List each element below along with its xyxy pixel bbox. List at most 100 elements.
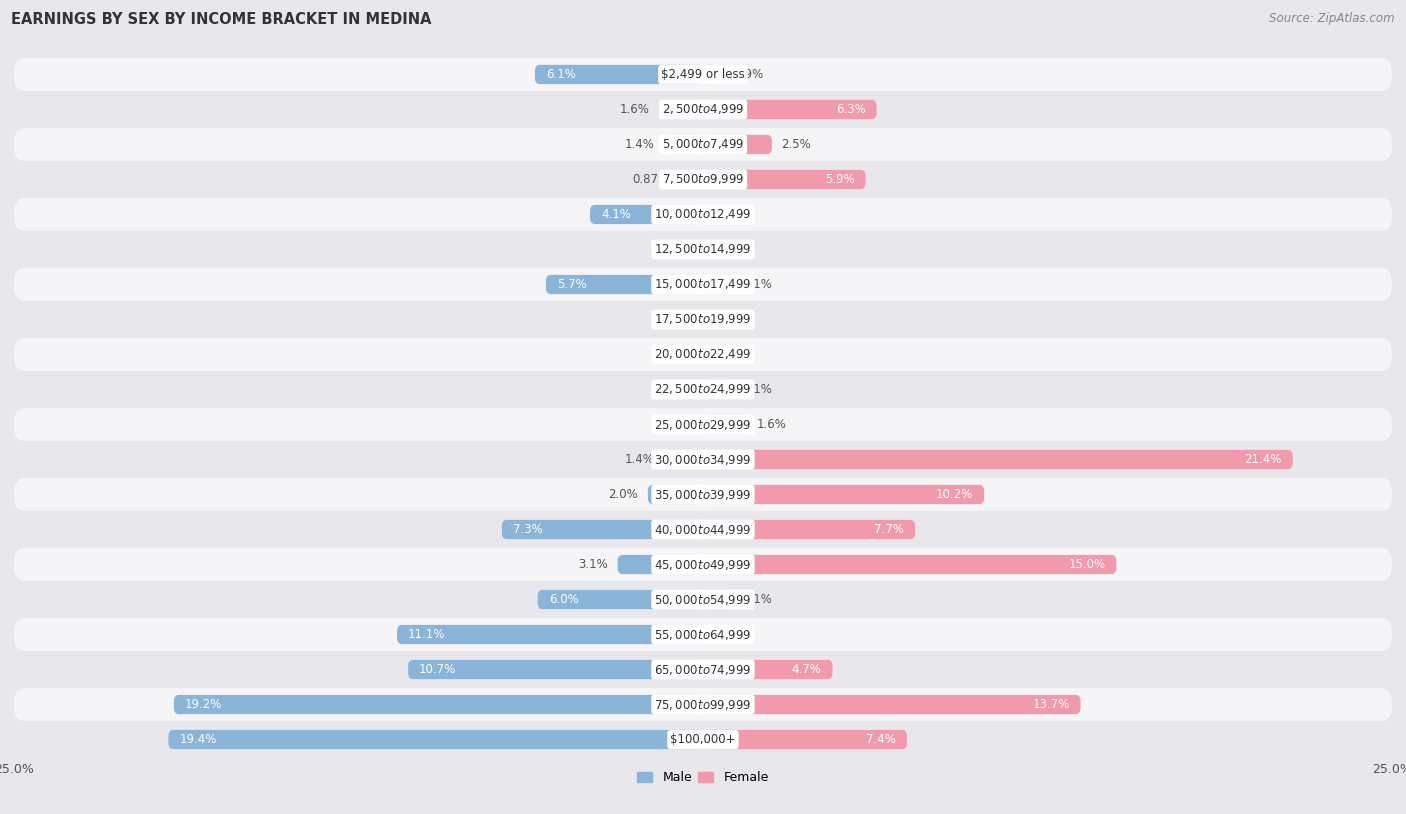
FancyBboxPatch shape xyxy=(703,555,1116,574)
Text: $55,000 to $64,999: $55,000 to $64,999 xyxy=(654,628,752,641)
FancyBboxPatch shape xyxy=(703,135,772,154)
Text: 7.3%: 7.3% xyxy=(513,523,543,536)
FancyBboxPatch shape xyxy=(648,485,703,504)
FancyBboxPatch shape xyxy=(14,548,1392,581)
FancyBboxPatch shape xyxy=(546,275,703,294)
Text: 0.0%: 0.0% xyxy=(713,628,742,641)
Text: 0.0%: 0.0% xyxy=(713,313,742,326)
Text: $12,500 to $14,999: $12,500 to $14,999 xyxy=(654,243,752,256)
Text: 21.4%: 21.4% xyxy=(1244,453,1282,466)
Text: 1.4%: 1.4% xyxy=(624,453,655,466)
Text: 0.0%: 0.0% xyxy=(664,243,693,256)
FancyBboxPatch shape xyxy=(14,268,1392,301)
FancyBboxPatch shape xyxy=(703,485,984,504)
FancyBboxPatch shape xyxy=(14,233,1392,266)
FancyBboxPatch shape xyxy=(679,170,703,189)
Text: 0.0%: 0.0% xyxy=(664,418,693,431)
FancyBboxPatch shape xyxy=(703,695,1081,714)
Text: $2,499 or less: $2,499 or less xyxy=(661,68,745,81)
Text: 0.0%: 0.0% xyxy=(713,348,742,361)
FancyBboxPatch shape xyxy=(14,58,1392,91)
FancyBboxPatch shape xyxy=(14,443,1392,476)
Text: EARNINGS BY SEX BY INCOME BRACKET IN MEDINA: EARNINGS BY SEX BY INCOME BRACKET IN MED… xyxy=(11,12,432,27)
Text: $65,000 to $74,999: $65,000 to $74,999 xyxy=(654,663,752,676)
FancyBboxPatch shape xyxy=(703,170,866,189)
Text: 4.7%: 4.7% xyxy=(792,663,821,676)
FancyBboxPatch shape xyxy=(534,65,703,84)
Text: 13.7%: 13.7% xyxy=(1032,698,1070,711)
FancyBboxPatch shape xyxy=(408,660,703,679)
Text: 7.7%: 7.7% xyxy=(875,523,904,536)
FancyBboxPatch shape xyxy=(396,625,703,644)
Text: $100,000+: $100,000+ xyxy=(671,733,735,746)
Text: 1.1%: 1.1% xyxy=(742,593,773,606)
Text: 10.2%: 10.2% xyxy=(936,488,973,501)
Text: 3.1%: 3.1% xyxy=(578,558,607,571)
Text: $20,000 to $22,499: $20,000 to $22,499 xyxy=(654,348,752,361)
Text: $30,000 to $34,999: $30,000 to $34,999 xyxy=(654,453,752,466)
FancyBboxPatch shape xyxy=(703,380,734,399)
Text: 1.6%: 1.6% xyxy=(620,103,650,116)
FancyBboxPatch shape xyxy=(14,373,1392,406)
Text: 6.0%: 6.0% xyxy=(548,593,578,606)
FancyBboxPatch shape xyxy=(703,660,832,679)
Text: 11.1%: 11.1% xyxy=(408,628,446,641)
Text: $22,500 to $24,999: $22,500 to $24,999 xyxy=(654,383,752,396)
Text: 15.0%: 15.0% xyxy=(1069,558,1105,571)
FancyBboxPatch shape xyxy=(169,730,703,749)
FancyBboxPatch shape xyxy=(14,93,1392,126)
Text: 10.7%: 10.7% xyxy=(419,663,457,676)
Text: 6.1%: 6.1% xyxy=(546,68,576,81)
Text: 2.0%: 2.0% xyxy=(609,488,638,501)
FancyBboxPatch shape xyxy=(617,555,703,574)
FancyBboxPatch shape xyxy=(537,590,703,609)
FancyBboxPatch shape xyxy=(703,100,876,119)
Text: $75,000 to $99,999: $75,000 to $99,999 xyxy=(654,698,752,711)
FancyBboxPatch shape xyxy=(14,618,1392,651)
Text: 2.5%: 2.5% xyxy=(782,138,811,151)
FancyBboxPatch shape xyxy=(14,128,1392,161)
FancyBboxPatch shape xyxy=(14,338,1392,371)
FancyBboxPatch shape xyxy=(14,478,1392,511)
FancyBboxPatch shape xyxy=(14,688,1392,721)
Text: 1.1%: 1.1% xyxy=(742,383,773,396)
Text: 0.87%: 0.87% xyxy=(633,173,669,186)
Text: 0.0%: 0.0% xyxy=(713,208,742,221)
FancyBboxPatch shape xyxy=(703,730,907,749)
FancyBboxPatch shape xyxy=(703,450,1292,469)
FancyBboxPatch shape xyxy=(14,303,1392,336)
Text: 0.0%: 0.0% xyxy=(664,383,693,396)
FancyBboxPatch shape xyxy=(14,583,1392,616)
FancyBboxPatch shape xyxy=(14,513,1392,546)
FancyBboxPatch shape xyxy=(665,450,703,469)
FancyBboxPatch shape xyxy=(502,520,703,539)
FancyBboxPatch shape xyxy=(14,163,1392,196)
Text: 5.9%: 5.9% xyxy=(825,173,855,186)
Text: 0.0%: 0.0% xyxy=(664,348,693,361)
Text: 7.4%: 7.4% xyxy=(866,733,896,746)
FancyBboxPatch shape xyxy=(174,695,703,714)
Text: 5.7%: 5.7% xyxy=(557,278,586,291)
Text: 19.4%: 19.4% xyxy=(180,733,217,746)
Text: 0.0%: 0.0% xyxy=(713,243,742,256)
Text: $50,000 to $54,999: $50,000 to $54,999 xyxy=(654,593,752,606)
Text: 0.49%: 0.49% xyxy=(725,68,763,81)
FancyBboxPatch shape xyxy=(703,275,734,294)
FancyBboxPatch shape xyxy=(14,653,1392,686)
Text: 4.1%: 4.1% xyxy=(600,208,631,221)
Text: $15,000 to $17,499: $15,000 to $17,499 xyxy=(654,278,752,291)
Text: 6.3%: 6.3% xyxy=(835,103,866,116)
FancyBboxPatch shape xyxy=(659,100,703,119)
FancyBboxPatch shape xyxy=(703,590,734,609)
Text: $45,000 to $49,999: $45,000 to $49,999 xyxy=(654,558,752,571)
Text: $17,500 to $19,999: $17,500 to $19,999 xyxy=(654,313,752,326)
Text: $35,000 to $39,999: $35,000 to $39,999 xyxy=(654,488,752,501)
FancyBboxPatch shape xyxy=(591,205,703,224)
Text: 19.2%: 19.2% xyxy=(186,698,222,711)
Text: 1.1%: 1.1% xyxy=(742,278,773,291)
Text: $2,500 to $4,999: $2,500 to $4,999 xyxy=(662,103,744,116)
FancyBboxPatch shape xyxy=(14,408,1392,441)
FancyBboxPatch shape xyxy=(14,723,1392,756)
Text: Source: ZipAtlas.com: Source: ZipAtlas.com xyxy=(1270,12,1395,25)
Text: 1.6%: 1.6% xyxy=(756,418,786,431)
